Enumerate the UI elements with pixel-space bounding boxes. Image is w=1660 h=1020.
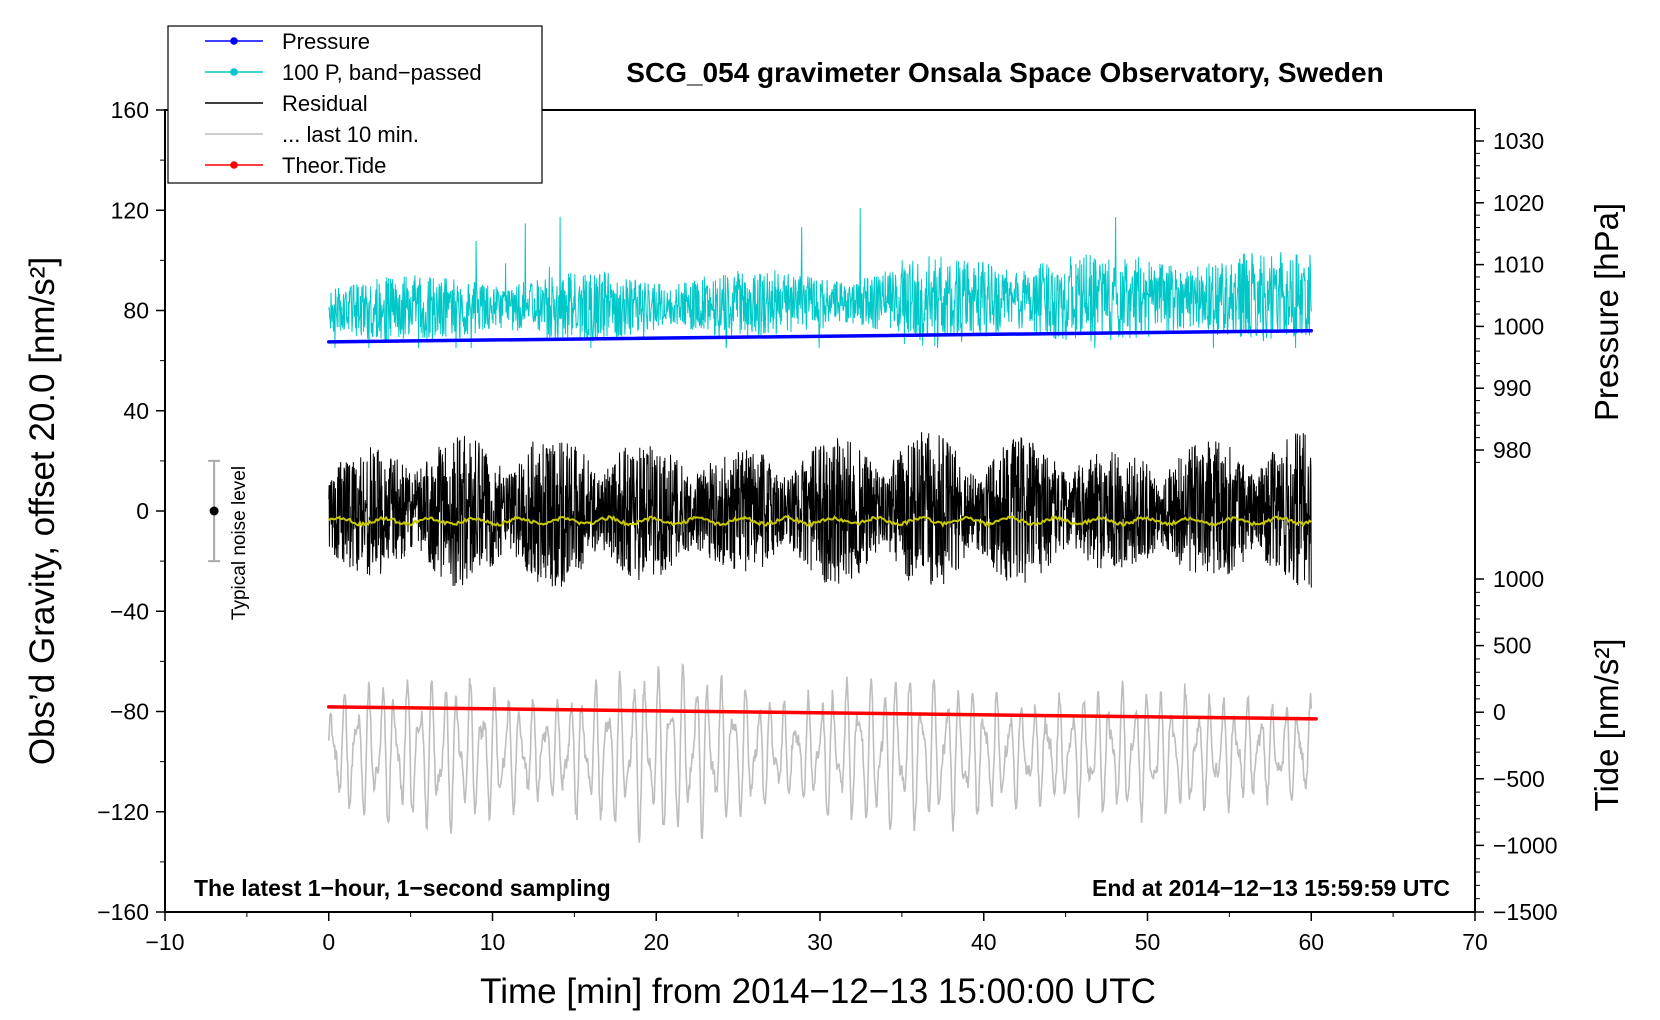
data-series-layer: [327, 207, 1318, 843]
pressure-tick-label: 1000: [1493, 313, 1544, 339]
y-tick-label: 160: [111, 97, 149, 123]
y-tick-label: −160: [97, 899, 149, 925]
y-tick-label: 120: [111, 197, 149, 223]
legend-marker: [230, 161, 238, 169]
pressure-tick-label: 1020: [1493, 190, 1544, 216]
legend-label: 100 P, band−passed: [282, 60, 482, 85]
legend-box: [167, 25, 543, 184]
tide-tick-label: 0: [1493, 699, 1506, 725]
legend-label: Residual: [282, 91, 368, 116]
series-band-passed-pressure-line: [328, 207, 1312, 349]
series-last-10-min-line: [328, 663, 1313, 843]
y-axis-label-gravity: Obs’d Gravity, offset 20.0 [nm/s²]: [23, 257, 62, 765]
tide-tick-label: −1500: [1493, 899, 1558, 925]
series-pressure-line: [327, 328, 1313, 344]
series-theor-tide-line: [327, 705, 1318, 721]
chart-title: SCG_054 gravimeter Onsala Space Observat…: [626, 57, 1383, 88]
tide-tick-label: −1000: [1493, 832, 1558, 858]
x-tick-label: 50: [1135, 929, 1161, 955]
legend-label: ... last 10 min.: [282, 122, 419, 147]
series-smoothed-residual-line: [328, 515, 1312, 528]
pressure-tick-label: 1010: [1493, 252, 1544, 278]
tide-tick-label: 500: [1493, 633, 1531, 659]
noise-level-label: Typical noise level: [229, 466, 250, 620]
y-tick-label: −40: [110, 598, 149, 624]
x-tick-label: 70: [1462, 929, 1488, 955]
pressure-tick-label: 990: [1493, 375, 1531, 401]
end-time-note: End at 2014−12−13 15:59:59 UTC: [1092, 875, 1450, 901]
legend-marker: [230, 68, 238, 76]
y-tick-label: −120: [97, 799, 149, 825]
y-tick-label: 80: [123, 298, 149, 324]
tide-tick-label: 1000: [1493, 566, 1544, 592]
x-tick-label: 20: [643, 929, 669, 955]
y-axis-label-tide: Tide [nm/s²]: [1588, 639, 1625, 812]
x-tick-label: 10: [480, 929, 506, 955]
tide-tick-label: −500: [1493, 766, 1545, 792]
x-tick-label: 40: [971, 929, 997, 955]
legend-label: Pressure: [282, 29, 370, 54]
x-axis-label: Time [min] from 2014−12−13 15:00:00 UTC: [480, 972, 1156, 1011]
y-tick-label: 40: [123, 398, 149, 424]
legend: Pressure 100 P, band−passed Residual ... la…: [167, 25, 543, 184]
series-residual-line: [328, 432, 1312, 588]
pressure-tick-label: 980: [1493, 437, 1531, 463]
y-tick-label: −80: [110, 699, 149, 725]
legend-marker: [230, 37, 238, 45]
noise-level-dot: [209, 506, 219, 516]
x-tick-label: 60: [1298, 929, 1324, 955]
axes-layer: −10 0 10 20 30 40 50 60 70−160−120−80−4004080120…: [97, 97, 1557, 955]
x-tick-label: 30: [807, 929, 833, 955]
pressure-tick-label: 1030: [1493, 128, 1544, 154]
legend-label: Theor.Tide: [282, 153, 386, 178]
x-tick-label: −10: [145, 929, 184, 955]
x-tick-label: 0: [322, 929, 335, 955]
y-axis-label-pressure: Pressure [hPa]: [1588, 203, 1625, 421]
y-tick-label: 0: [136, 498, 149, 524]
sampling-note: The latest 1−hour, 1−second sampling: [194, 875, 611, 901]
